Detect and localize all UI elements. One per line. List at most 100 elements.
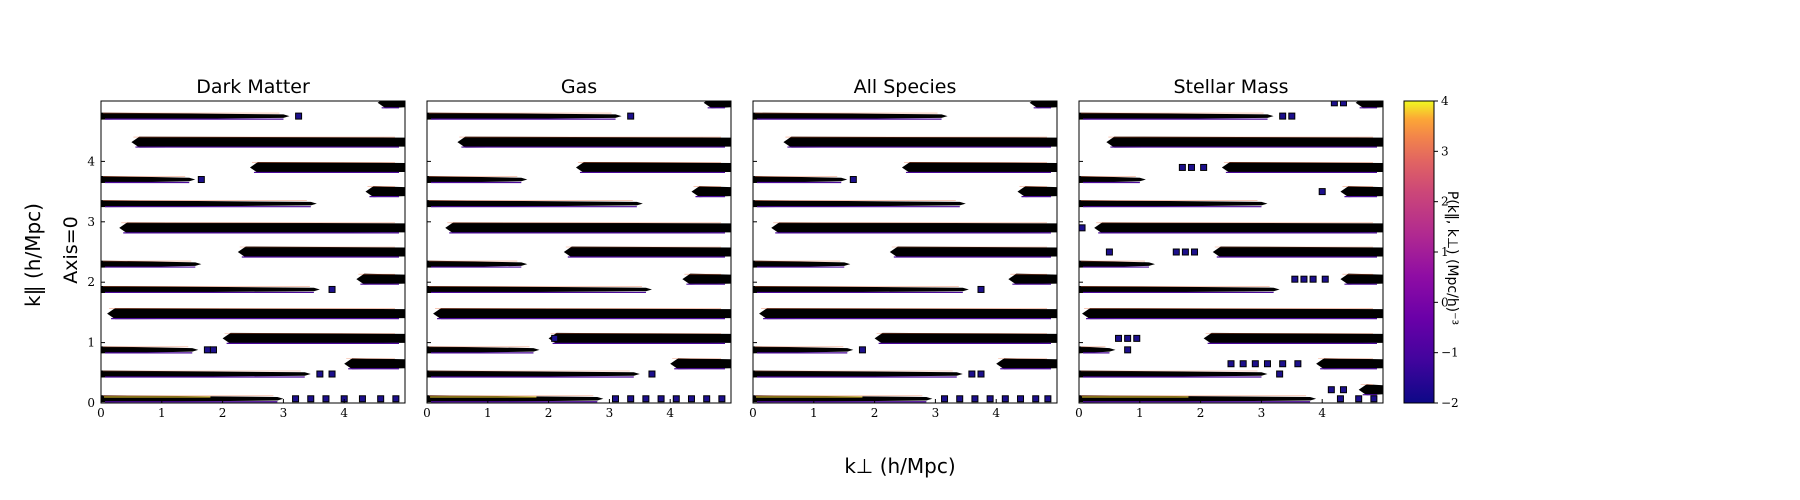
- contour-blob: [1279, 360, 1287, 368]
- contour-blob: [316, 370, 324, 378]
- x-tick-label: 4: [992, 406, 1000, 420]
- contour-band: [101, 346, 199, 354]
- contour-band: [222, 332, 405, 344]
- x-tick-label: 2: [219, 406, 227, 420]
- x-tick-label: 3: [1258, 406, 1266, 420]
- contour-band: [107, 308, 405, 320]
- contour-band: [783, 136, 1057, 148]
- contour-blob: [1276, 370, 1284, 378]
- contour-band: [427, 112, 622, 120]
- contour-blob: [718, 395, 726, 403]
- colorbar-label: P(k‖, k⊥) (Mpc/h)⁻³: [1444, 191, 1460, 325]
- contour-blob: [627, 395, 635, 403]
- contour-blob: [551, 334, 559, 342]
- x-tick-label: 1: [810, 406, 818, 420]
- x-axis-label: k⊥ (h/Mpc): [844, 454, 955, 478]
- contour-band: [753, 112, 948, 120]
- contour-band: [1079, 260, 1155, 268]
- contour-band: [1082, 308, 1383, 320]
- panel-frame: [1078, 100, 1384, 404]
- contour-band: [101, 176, 196, 184]
- x-tick-label: 0: [749, 406, 757, 420]
- contour-blob: [986, 395, 994, 403]
- contour-band: [344, 358, 405, 370]
- contour-band: [1094, 222, 1383, 234]
- colorbar-tick-label: 3: [1441, 144, 1449, 158]
- contour-band: [131, 136, 405, 148]
- contour-blob: [1336, 395, 1344, 403]
- contour-blob: [611, 395, 619, 403]
- contour-blob: [941, 395, 949, 403]
- contour-blob: [1044, 395, 1052, 403]
- contour-blob: [328, 285, 336, 293]
- contour-band: [1079, 370, 1268, 378]
- contour-blob: [1133, 334, 1141, 342]
- contour-blob: [977, 285, 985, 293]
- panel-title: All Species: [854, 76, 957, 98]
- y-tick-label: 2: [87, 275, 95, 289]
- contour-blob: [295, 112, 303, 120]
- contour-band: [1340, 186, 1383, 198]
- contour-blob: [1321, 275, 1329, 283]
- contour-blob: [1032, 395, 1040, 403]
- contour-blob: [328, 370, 336, 378]
- contour-band: [1203, 332, 1383, 344]
- contour-blob: [687, 395, 695, 403]
- contour-bands: [1079, 101, 1383, 403]
- contour-blob: [968, 370, 976, 378]
- contour-band: [575, 161, 731, 173]
- contour-band: [691, 186, 731, 198]
- contour-band: [237, 246, 405, 258]
- contour-band: [996, 358, 1057, 370]
- contour-band: [1017, 186, 1057, 198]
- y-tick-label: 4: [87, 154, 95, 168]
- contour-blob: [1300, 275, 1308, 283]
- contour-blob: [1339, 386, 1347, 394]
- contour-blob: [1330, 101, 1338, 107]
- contour-band: [1221, 161, 1383, 173]
- contour-band: [889, 246, 1057, 258]
- contour-blob: [392, 395, 400, 403]
- row-label: Axis=0: [60, 216, 82, 283]
- contour-band: [753, 176, 848, 184]
- y-tick-label: 0: [87, 396, 95, 410]
- contour-band: [1316, 358, 1383, 370]
- contour-band: [356, 273, 405, 285]
- colorbar-tick-label: 0: [1441, 295, 1449, 309]
- colorbar-tick-label: −2: [1441, 396, 1459, 410]
- contour-blob: [322, 395, 330, 403]
- contour-band: [1079, 346, 1116, 354]
- contour-band: [119, 222, 405, 234]
- contour-blob: [1079, 224, 1086, 232]
- colorbar: 4 3 2 1 0 −1 −2 P(k‖, k⊥) (Mpc/h)⁻³: [1403, 94, 1460, 410]
- contour-blob: [1327, 386, 1335, 394]
- contour-band: [753, 346, 854, 354]
- contour-blob: [1239, 360, 1247, 368]
- contour-band: [771, 222, 1057, 234]
- contour-band: [1079, 285, 1280, 293]
- contour-band: [1340, 273, 1383, 285]
- contour-bands: [427, 101, 731, 403]
- x-tick-label: 1: [158, 406, 166, 420]
- contour-band: [1079, 200, 1268, 208]
- contour-band: [1079, 176, 1146, 184]
- contour-band: [1355, 101, 1383, 109]
- contour-band: [427, 285, 652, 293]
- contour-band: [1106, 136, 1383, 148]
- contour-band: [670, 358, 731, 370]
- contour-band: [1008, 273, 1057, 285]
- contour-band: [753, 370, 963, 378]
- contour-blob: [977, 370, 985, 378]
- contour-blob: [209, 346, 217, 354]
- panel-1: Gas 0 1 2 3 4: [423, 76, 732, 420]
- contour-blob: [858, 346, 866, 354]
- contour-blob: [627, 112, 635, 120]
- contour-band: [445, 222, 731, 234]
- contour-band: [101, 112, 290, 120]
- contour-band: [427, 176, 528, 184]
- contour-blob: [203, 346, 211, 354]
- contour-blob: [849, 176, 857, 184]
- contour-band: [901, 161, 1057, 173]
- colorbar-gradient: [1403, 100, 1435, 404]
